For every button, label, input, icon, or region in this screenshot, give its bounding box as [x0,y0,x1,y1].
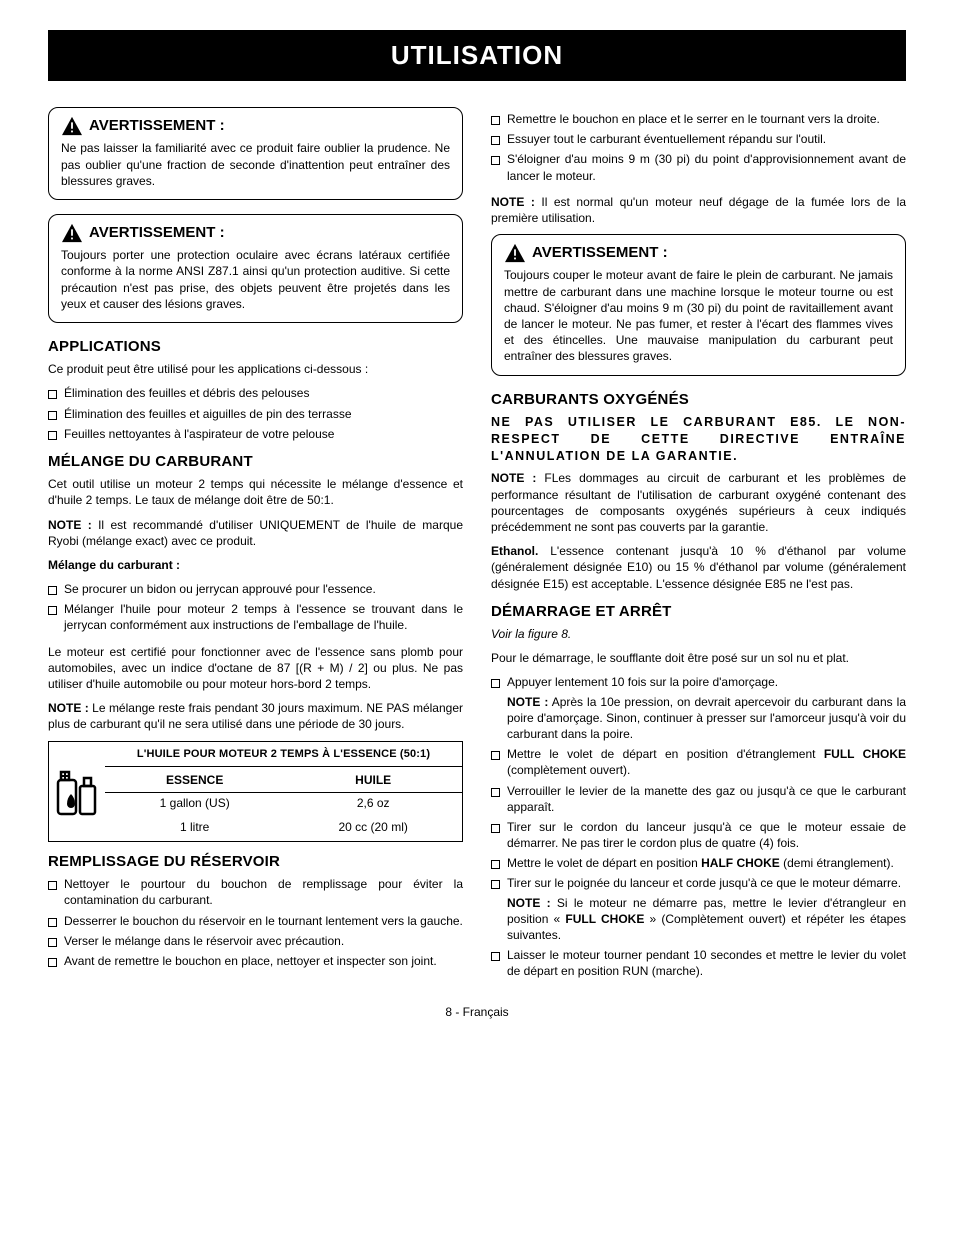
warning-label: AVERTISSEMENT : [532,243,668,263]
note-body: FLes dommages au circuit de carburant et… [491,471,906,534]
note-label: NOTE : [48,701,89,715]
warning-label: AVERTISSEMENT : [89,116,225,136]
list-item: Verser le mélange dans le réservoir avec… [48,933,463,949]
fuel-mix-para2: Le moteur est certifié pour fonctionner … [48,644,463,693]
list-item: Élimination des feuilles et débris des p… [48,385,463,401]
table-header: HUILE [284,767,462,792]
note-label: NOTE : [491,471,536,485]
note-body: Il est recommandé d'utiliser UNIQUEMENT … [48,518,463,548]
list-item: Mettre le volet de départ en position HA… [491,855,906,871]
table-cell: 1 litre [105,817,284,841]
item-bold: FULL CHOKE [824,747,906,761]
list-item: Nettoyer le pourtour du bouchon de rempl… [48,876,463,908]
list-item: Se procurer un bidon ou jerrycan approuv… [48,581,463,597]
note-text: NOTE : FLes dommages au circuit de carbu… [491,470,906,535]
note-label: NOTE : [48,518,92,532]
fuel-mix-icon [55,764,99,818]
warning-box-3: AVERTISSEMENT : Toujours couper le moteu… [491,234,906,375]
table-cell: 1 gallon (US) [105,792,284,817]
note-body: Après la 10e pression, on devrait aperce… [507,695,906,741]
list-item: Essuyer tout le carburant éventuellement… [491,131,906,147]
sub-note: NOTE : Après la 10e pression, on devrait… [507,694,906,743]
subheading-text: Mélange du carburant : [48,558,180,572]
item-bold: HALF CHOKE [701,856,780,870]
mix-ratio-table: L'HUILE POUR MOTEUR 2 TEMPS À L'ESSENCE … [48,741,463,842]
applications-intro: Ce produit peut être utilisé pour les ap… [48,361,463,377]
note-body: Il est normal qu'un moteur neuf dégage d… [491,195,906,225]
warning-text: Toujours couper le moteur avant de faire… [504,267,893,364]
tank-fill-list: Nettoyer le pourtour du bouchon de rempl… [48,876,463,969]
list-item: Élimination des feuilles et aiguilles de… [48,406,463,422]
item-pre: Mettre le volet de départ en position d'… [507,747,824,761]
applications-list: Élimination des feuilles et débris des p… [48,385,463,442]
mix-icon-cell [49,742,105,841]
continued-list: Remettre le bouchon en place et le serre… [491,111,906,184]
warning-icon [61,116,83,136]
note-text: NOTE : Il est recommandé d'utiliser UNIQ… [48,517,463,549]
page-number: 8 - Français [48,1004,906,1020]
sub-note: NOTE : Si le moteur ne démarre pas, mett… [507,895,906,944]
list-item: Verrouiller le levier de la manette des … [491,783,906,815]
note-label: NOTE : [507,896,551,910]
note-bold: FULL CHOKE [565,912,644,926]
warning-heading: AVERTISSEMENT : [61,223,450,243]
item-text: Appuyer lentement 10 fois sur la poire d… [507,675,778,689]
ethanol-label: Ethanol. [491,544,538,558]
ethanol-text: L'essence contenant jusqu'à 10 % d'éthan… [491,544,906,590]
warning-text: Toujours porter une protection oculaire … [61,247,450,312]
warning-icon [61,223,83,243]
item-post: (demi étranglement). [780,856,894,870]
list-item: Remettre le bouchon en place et le serre… [491,111,906,127]
warning-heading: AVERTISSEMENT : [504,243,893,263]
fuel-mix-heading: MÉLANGE DU CARBURANT [48,452,463,472]
list-item: Mélanger l'huile pour moteur 2 temps à l… [48,601,463,633]
ethanol-para: Ethanol. L'essence contenant jusqu'à 10 … [491,543,906,592]
list-item: Appuyer lentement 10 fois sur la poire d… [491,674,906,742]
list-item: S'éloigner d'au moins 9 m (30 pi) du poi… [491,151,906,183]
oxy-fuel-heading: CARBURANTS OXYGÉNÉS [491,390,906,410]
list-item: Avant de remettre le bouchon en place, n… [48,953,463,969]
item-pre: Mettre le volet de départ en position [507,856,701,870]
warning-box-1: AVERTISSEMENT : Ne pas laisser la famili… [48,107,463,200]
list-item: Mettre le volet de départ en position d'… [491,746,906,778]
table-cell: 2,6 oz [284,792,462,817]
warning-text: Ne pas laisser la familiarité avec ce pr… [61,140,450,189]
figure-ref-text: Voir la figure 8. [491,627,571,641]
item-post: (complètement ouvert). [507,763,630,777]
note-label: NOTE : [491,195,535,209]
fuel-mix-subheading: Mélange du carburant : [48,557,463,573]
note-text: NOTE : Il est normal qu'un moteur neuf d… [491,194,906,226]
tank-fill-heading: REMPLISSAGE DU RÉSERVOIR [48,852,463,872]
two-column-layout: AVERTISSEMENT : Ne pas laisser la famili… [48,107,906,990]
fuel-mix-steps: Se procurer un bidon ou jerrycan approuv… [48,581,463,634]
list-item: Tirer sur le cordon du lanceur jusqu'à c… [491,819,906,851]
table-header: ESSENCE [105,767,284,792]
list-item: Tirer sur le poignée du lanceur et corde… [491,875,906,943]
start-intro: Pour le démarrage, le soufflante doit êt… [491,650,906,666]
warning-label: AVERTISSEMENT : [89,223,225,243]
list-item: Laisser le moteur tourner pendant 10 sec… [491,947,906,979]
page-title: UTILISATION [48,30,906,81]
right-column: Remettre le bouchon en place et le serre… [491,107,906,990]
fuel-mix-para: Cet outil utilise un moteur 2 temps qui … [48,476,463,508]
applications-heading: APPLICATIONS [48,337,463,357]
figure-ref: Voir la figure 8. [491,626,906,642]
warning-heading: AVERTISSEMENT : [61,116,450,136]
mix-table-grid: ESSENCE HUILE 1 gallon (US) 2,6 oz 1 lit… [105,767,462,841]
item-text: Tirer sur le poignée du lanceur et corde… [507,876,901,890]
list-item: Feuilles nettoyantes à l'aspirateur de v… [48,426,463,442]
start-steps: Appuyer lentement 10 fois sur la poire d… [491,674,906,979]
note-body: Le mélange reste frais pendant 30 jours … [48,701,463,731]
note-text: NOTE : Le mélange reste frais pendant 30… [48,700,463,732]
mix-table-caption: L'HUILE POUR MOTEUR 2 TEMPS À L'ESSENCE … [105,742,462,768]
mix-table-body: L'HUILE POUR MOTEUR 2 TEMPS À L'ESSENCE … [105,742,462,841]
oxy-caps-warning: NE PAS UTILISER LE CARBURANT E85. LE NON… [491,414,906,465]
note-label: NOTE : [507,695,548,709]
table-cell: 20 cc (20 ml) [284,817,462,841]
start-stop-heading: DÉMARRAGE ET ARRÊT [491,602,906,622]
list-item: Desserrer le bouchon du réservoir en le … [48,913,463,929]
left-column: AVERTISSEMENT : Ne pas laisser la famili… [48,107,463,990]
warning-box-2: AVERTISSEMENT : Toujours porter une prot… [48,214,463,323]
warning-icon [504,243,526,263]
